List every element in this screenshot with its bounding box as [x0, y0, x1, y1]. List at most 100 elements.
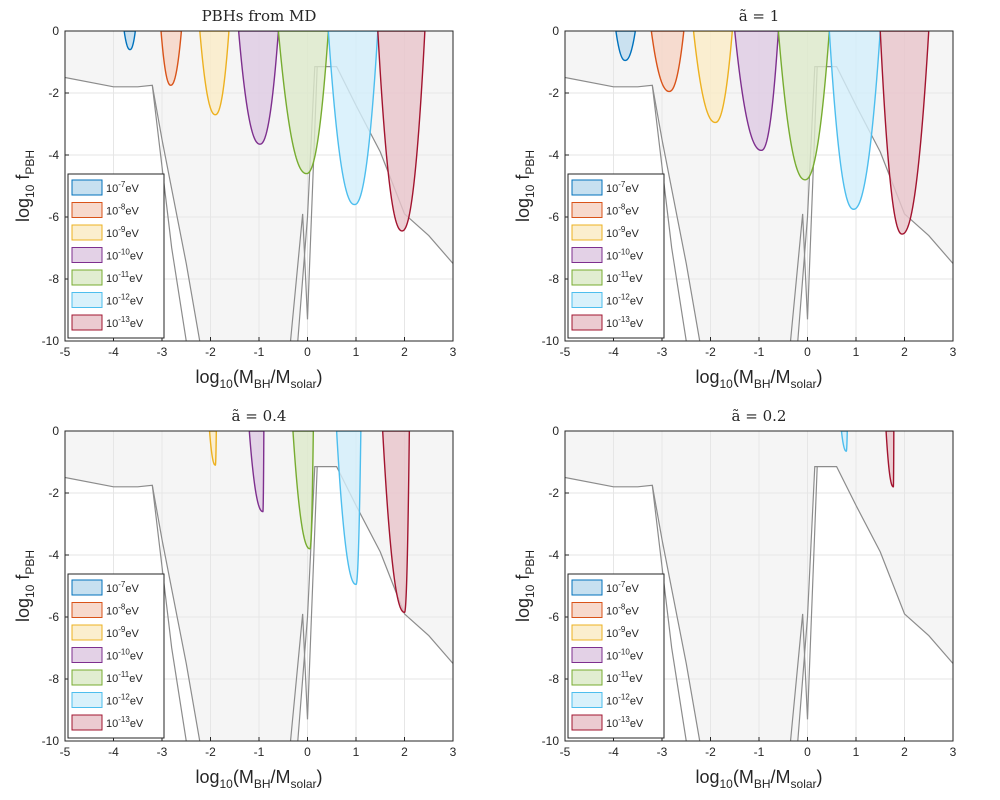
constraint-curve-lower	[651, 485, 687, 741]
legend-label: 10-10eV	[606, 648, 644, 663]
constraint-curve-lower	[151, 485, 187, 741]
x-tick-label: -4	[608, 745, 619, 759]
legend-swatch	[71, 224, 103, 241]
region-1013eV	[879, 31, 930, 235]
region-1012eV	[840, 431, 848, 452]
legend-label: 10-13eV	[606, 715, 644, 730]
y-tick-label: -4	[548, 548, 559, 562]
x-tick-label: 0	[804, 745, 811, 759]
x-tick-label: 3	[950, 345, 957, 359]
region-1011eV	[777, 31, 831, 181]
x-tick-label: 1	[853, 345, 860, 359]
x-tick-label: -4	[108, 345, 119, 359]
region-109eV	[199, 31, 230, 116]
x-tick-label: 0	[304, 345, 311, 359]
legend-swatch	[571, 292, 603, 308]
legend-swatch	[571, 579, 603, 596]
x-tick-label: 3	[950, 745, 957, 759]
x-tick-label: 2	[401, 745, 408, 759]
region-1010eV	[734, 31, 780, 152]
x-tick-label: 1	[853, 745, 860, 759]
legend-swatch	[71, 247, 103, 263]
legend-swatch	[571, 602, 603, 618]
region-108eV	[160, 31, 183, 86]
constraint-curve-spike	[289, 466, 318, 741]
x-tick-label: 2	[901, 345, 908, 359]
legend-label: 10-10eV	[606, 248, 644, 263]
region-108eV	[650, 31, 685, 93]
x-tick-label: -4	[108, 745, 119, 759]
y-tick-label: -8	[548, 272, 559, 286]
x-tick-label: -1	[254, 345, 265, 359]
x-tick-label: -5	[60, 345, 71, 359]
legend-label: 10-11eV	[106, 670, 143, 685]
x-tick-label: -5	[60, 745, 71, 759]
region-1010eV	[248, 431, 265, 513]
x-tick-label: -1	[754, 345, 765, 359]
chart-panel-4: -5 -4 -3 -2 -1 0 1 2 30-2-4-6-8-10ã = 0.2log10(M…	[513, 407, 957, 791]
x-tick-label: 3	[450, 745, 457, 759]
legend-label: 10-12eV	[106, 693, 144, 708]
legend-label: 10-13eV	[606, 315, 644, 330]
x-tick-label: -2	[205, 345, 216, 359]
legend-label: 10-13eV	[106, 715, 144, 730]
chart-title: ã = 0.2	[732, 407, 787, 425]
x-tick-label: -3	[157, 345, 168, 359]
legend-label: 10-13eV	[106, 315, 144, 330]
y-tick-label: -10	[42, 334, 60, 348]
legend-label: 10-8eV	[606, 203, 639, 218]
legend-swatch	[571, 314, 603, 331]
legend-swatch	[71, 602, 103, 618]
legend-label: 10-12eV	[606, 293, 644, 308]
constraint-curve-spike	[789, 466, 818, 741]
region-1012eV	[327, 31, 379, 206]
chart-title: PBHs from MD	[202, 7, 317, 25]
region-1012eV	[828, 31, 881, 210]
chart-title: ã = 1	[739, 7, 780, 25]
legend-swatch	[571, 224, 603, 241]
legend-swatch	[71, 314, 103, 331]
x-tick-label: 1	[353, 345, 360, 359]
legend-swatch	[571, 269, 603, 286]
x-tick-label: -5	[560, 745, 571, 759]
legend-label: 10-11eV	[606, 270, 643, 285]
legend-label: 10-11eV	[106, 270, 143, 285]
y-axis-label: log10 fPBH	[513, 150, 537, 222]
y-tick-label: -6	[48, 610, 59, 624]
legend: 10-7eV 10-8eV 10-9eV 10-10eV 10-11eV 10-12eV 1…	[67, 173, 165, 339]
legend: 10-7eV 10-8eV 10-9eV 10-10eV 10-11eV 10-12eV 1…	[567, 573, 665, 739]
legend-swatch	[71, 692, 103, 708]
y-tick-label: -8	[48, 672, 59, 686]
legend-swatch	[571, 647, 603, 663]
x-tick-label: -3	[157, 745, 168, 759]
x-axis-label: log10(MBH/Msolar)	[695, 767, 822, 791]
legend-label: 10-7eV	[106, 180, 139, 195]
region-1011eV	[277, 31, 330, 175]
x-tick-label: 1	[353, 745, 360, 759]
x-tick-label: -2	[705, 745, 716, 759]
y-tick-label: -2	[48, 486, 59, 500]
legend-swatch	[71, 179, 103, 196]
legend-swatch	[71, 647, 103, 663]
legend-swatch	[571, 179, 603, 196]
y-tick-label: -4	[48, 148, 59, 162]
legend-label: 10-9eV	[106, 625, 139, 640]
legend-label: 10-12eV	[606, 693, 644, 708]
x-axis-label: log10(MBH/Msolar)	[195, 767, 322, 791]
region-107eV	[123, 31, 137, 51]
y-tick-label: -4	[48, 548, 59, 562]
y-tick-label: 0	[552, 424, 559, 438]
y-tick-label: 0	[552, 24, 559, 38]
y-tick-label: -2	[548, 86, 559, 100]
region-109eV	[692, 31, 734, 124]
y-tick-label: -4	[548, 148, 559, 162]
region-107eV	[615, 31, 637, 62]
region-1013eV	[885, 431, 895, 488]
x-tick-label: -1	[254, 745, 265, 759]
x-axis-label: log10(MBH/Msolar)	[695, 367, 822, 391]
region-1013eV	[381, 431, 411, 614]
region-109eV	[208, 431, 218, 466]
legend-swatch	[71, 624, 103, 641]
